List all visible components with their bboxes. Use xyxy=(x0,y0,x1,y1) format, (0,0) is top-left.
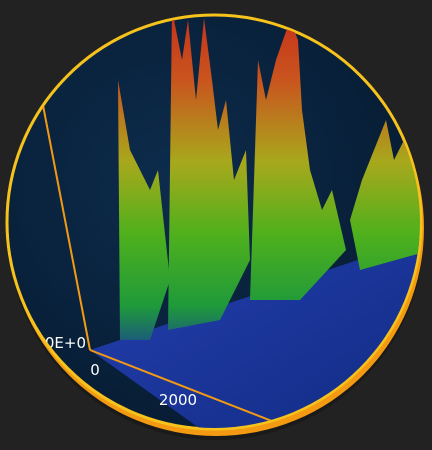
page: 0E+0 0 2000 (() => { const data = JSON.p… xyxy=(0,0,432,450)
x-tick-label: 2000 xyxy=(159,391,197,409)
x-tick-label: 0 xyxy=(90,361,100,379)
surface-icon: 0E+0 0 2000 xyxy=(0,0,432,450)
